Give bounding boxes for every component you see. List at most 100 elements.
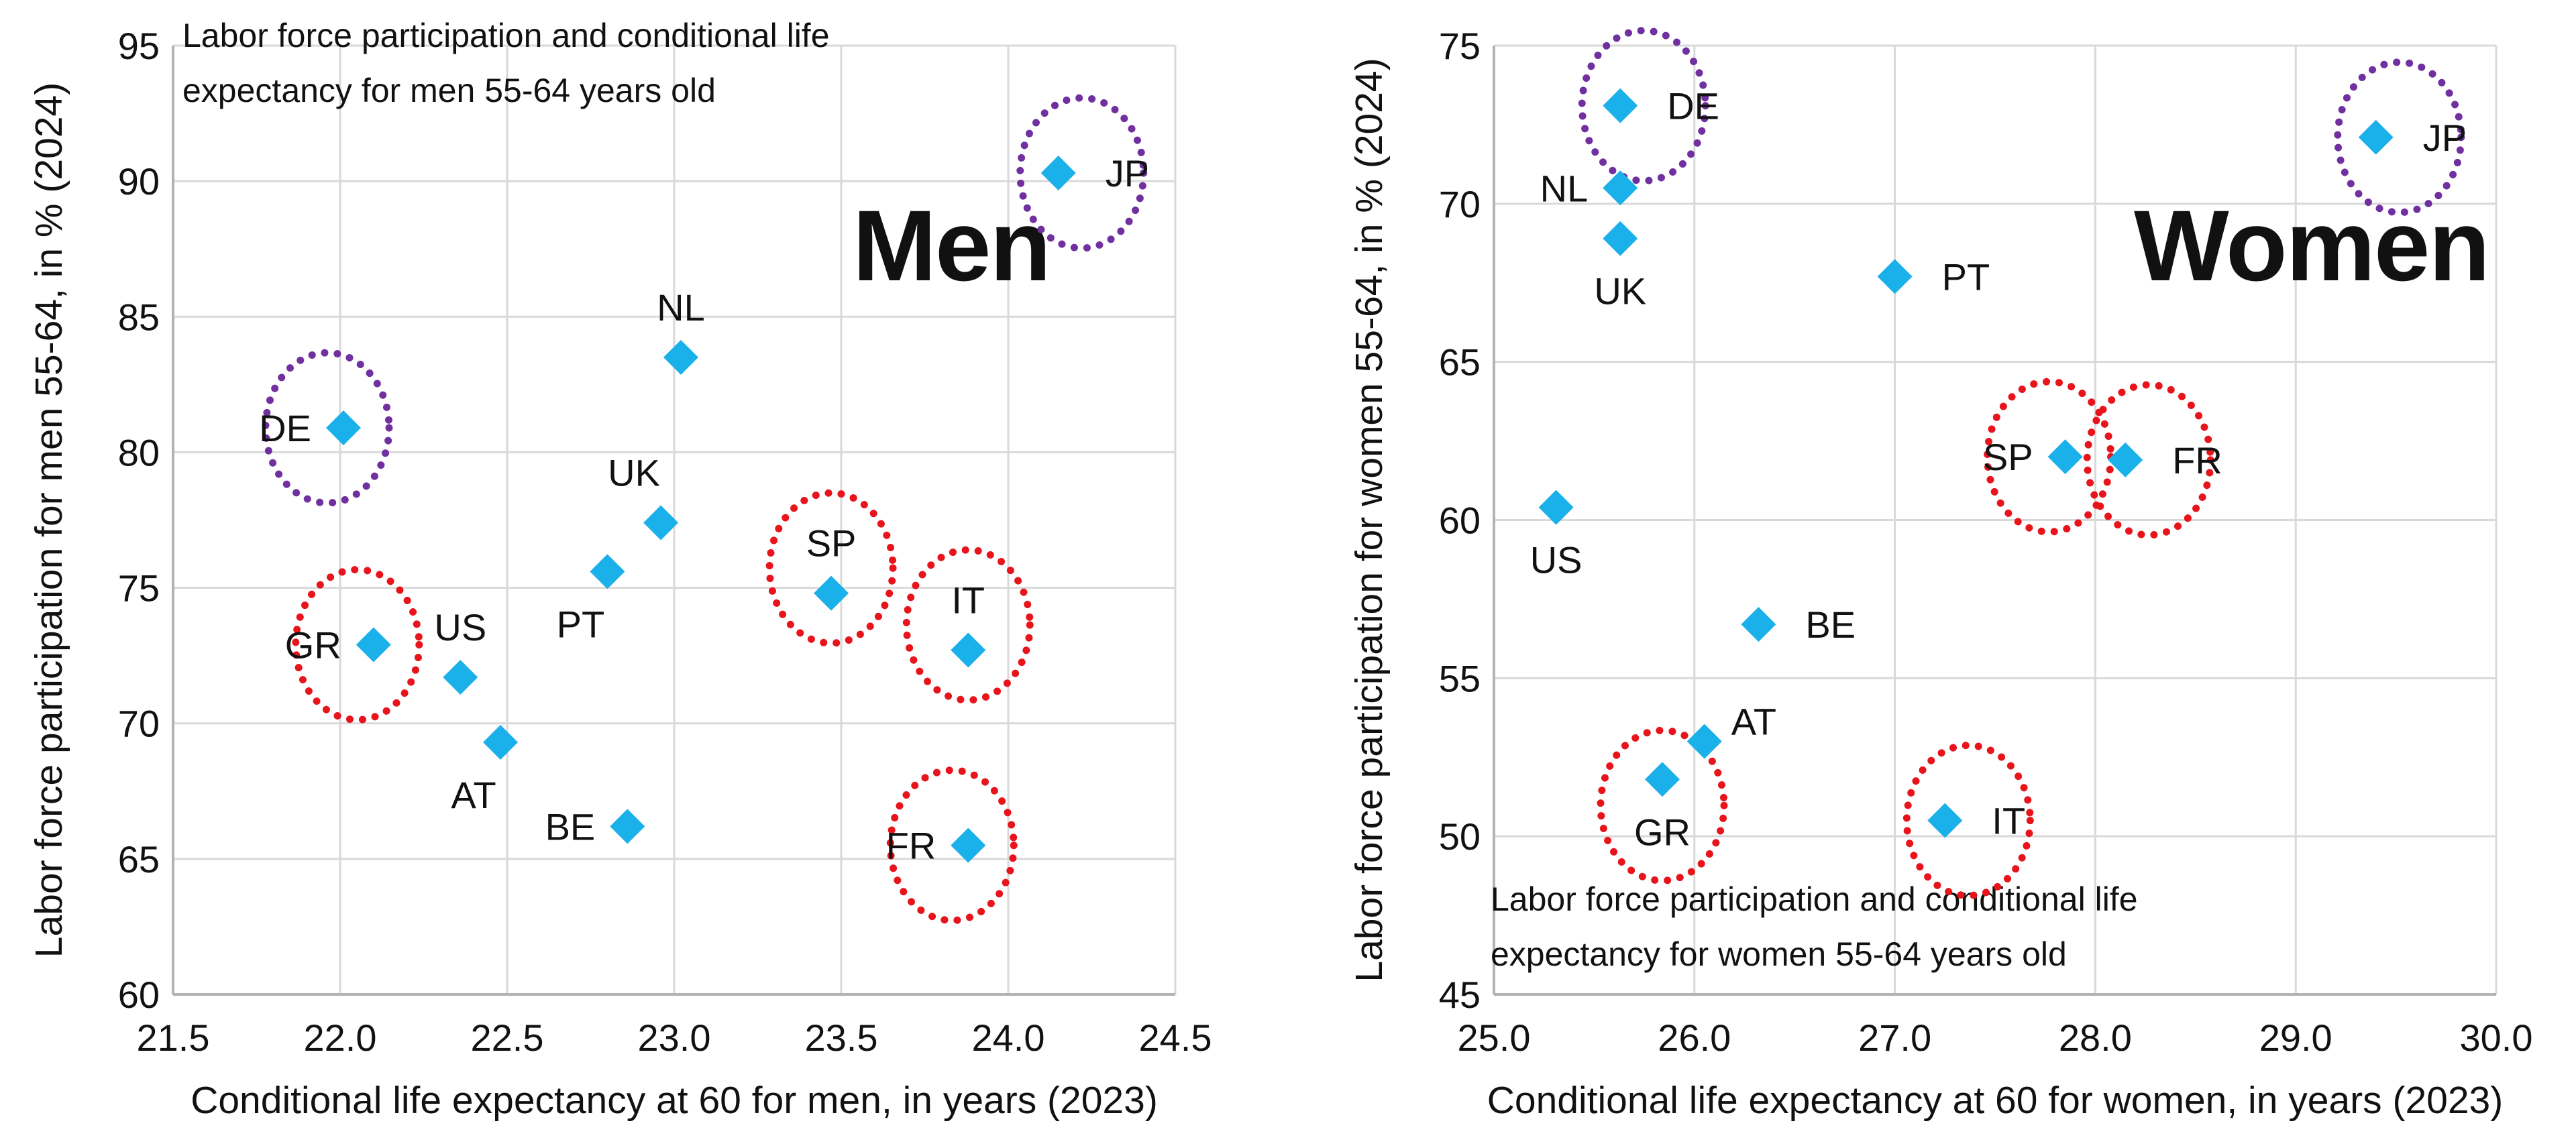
data-label-sp: SP	[1983, 436, 2033, 478]
data-point-gr	[1644, 762, 1680, 797]
data-point-de	[325, 410, 361, 446]
x-tick-label: 29.0	[2259, 1017, 2332, 1059]
data-label-de: DE	[1667, 85, 1719, 127]
data-point-sp	[814, 575, 849, 611]
y-tick-label: 60	[1439, 500, 1481, 542]
y-tick-label: 75	[118, 567, 160, 610]
y-tick-label: 70	[1439, 183, 1481, 225]
data-point-be	[1741, 607, 1776, 642]
data-label-pt: PT	[1942, 255, 1990, 298]
data-point-it	[951, 632, 986, 668]
panel-big-label: Men	[853, 189, 1050, 302]
data-point-de	[1603, 88, 1638, 123]
y-tick-label: 45	[1439, 974, 1481, 1016]
chart-title-line: expectancy for men 55-64 years old	[182, 72, 716, 109]
data-point-it	[1927, 803, 1963, 838]
x-axis-title: Conditional life expectancy at 60 for me…	[191, 1079, 1158, 1122]
highlight-circle-red-gr	[1597, 726, 1728, 884]
y-tick-label: 55	[1439, 657, 1481, 699]
highlight-circle-purple-de	[1578, 27, 1709, 185]
data-point-uk	[1603, 221, 1638, 256]
y-tick-label: 70	[118, 703, 160, 745]
data-point-nl	[663, 339, 698, 375]
highlight-circle-purple-jp	[2334, 58, 2465, 217]
y-axis-title: Labor force participation for women 55-6…	[1348, 58, 1391, 982]
data-label-gr: GR	[285, 624, 341, 666]
data-point-sp	[2047, 439, 2083, 475]
data-point-jp	[2358, 119, 2394, 155]
data-label-fr: FR	[886, 825, 936, 867]
y-tick-label: 75	[1439, 25, 1481, 67]
x-tick-label: 22.5	[471, 1017, 544, 1059]
x-tick-label: 28.0	[2059, 1017, 2132, 1059]
x-tick-label: 24.0	[972, 1017, 1045, 1059]
y-tick-label: 50	[1439, 815, 1481, 858]
data-point-pt	[1877, 259, 1913, 294]
x-tick-label: 25.0	[1458, 1017, 1531, 1059]
highlight-circle-red-it	[1902, 742, 2034, 900]
highlight-circle-red-sp	[1984, 378, 2115, 536]
chart-title-line: expectancy for women 55-64 years old	[1491, 935, 2067, 973]
data-point-fr	[951, 827, 986, 863]
data-point-us	[443, 659, 478, 695]
y-tick-label: 85	[118, 296, 160, 338]
highlight-circle-purple-de	[262, 349, 393, 507]
data-label-uk: UK	[1594, 270, 1646, 312]
x-tick-label: 23.0	[638, 1017, 711, 1059]
data-label-sp: SP	[806, 522, 857, 565]
data-label-fr: FR	[2172, 439, 2222, 481]
x-axis-title: Conditional life expectancy at 60 for wo…	[1487, 1079, 2503, 1122]
women-chart-panel: 25.0 26.0 27.0 28.0 29.0 30.0 45 50 55 60 65 70 75 Co…	[1348, 25, 2533, 1122]
data-point-fr	[2108, 442, 2143, 477]
y-axis-title: Labor force participation for men 55-64,…	[28, 82, 70, 958]
data-label-us: US	[434, 606, 486, 648]
data-label-at: AT	[1731, 701, 1776, 743]
data-point-jp	[1040, 156, 1076, 191]
data-label-be: BE	[545, 805, 596, 848]
data-label-us: US	[1530, 539, 1582, 581]
highlight-circle-red-it	[902, 546, 1034, 704]
y-tick-label: 65	[1439, 341, 1481, 384]
chart-title-line: Labor force participation and conditiona…	[1491, 880, 2138, 918]
highlight-circle-red-gr	[292, 565, 423, 724]
data-label-jp: JP	[2423, 117, 2467, 159]
data-label-nl: NL	[657, 286, 705, 329]
highlight-circle-red-fr	[2083, 381, 2214, 539]
data-label-at: AT	[451, 774, 496, 816]
y-tick-label: 60	[118, 974, 160, 1016]
x-tick-label: 30.0	[2460, 1017, 2533, 1059]
y-tick-label: 95	[118, 25, 160, 67]
data-label-pt: PT	[557, 603, 605, 645]
data-point-uk	[643, 505, 679, 540]
x-tick-label: 26.0	[1658, 1017, 1731, 1059]
y-tick-label: 80	[118, 431, 160, 473]
chart-title-line: Labor force participation and conditiona…	[182, 17, 830, 54]
highlight-circle-purple-jp	[1016, 94, 1148, 252]
x-tick-label: 24.5	[1139, 1017, 1212, 1059]
x-tick-label: 27.0	[1858, 1017, 1931, 1059]
y-tick-label: 90	[118, 160, 160, 203]
data-label-it: IT	[951, 579, 985, 622]
data-label-gr: GR	[1634, 811, 1690, 853]
men-chart-panel: 21.5 22.0 22.5 23.0 23.5 24.0 24.5 60 65 70 75 80 85…	[28, 17, 1212, 1122]
x-tick-label: 21.5	[137, 1017, 210, 1059]
x-tick-label: 23.5	[805, 1017, 878, 1059]
data-point-gr	[356, 627, 391, 663]
highlight-circle-red-sp	[765, 489, 897, 647]
y-tick-label: 65	[118, 838, 160, 880]
data-point-at	[1686, 724, 1722, 759]
data-point-us	[1538, 490, 1574, 525]
highlight-circle-red-fr	[886, 766, 1018, 925]
data-label-de: DE	[259, 407, 311, 449]
data-point-be	[610, 809, 645, 844]
data-point-at	[483, 725, 519, 760]
data-point-pt	[590, 554, 625, 589]
data-label-uk: UK	[608, 452, 660, 494]
panel-big-label: Women	[2134, 189, 2489, 302]
data-label-nl: NL	[1540, 167, 1589, 209]
data-label-it: IT	[1992, 800, 2025, 842]
data-label-be: BE	[1805, 604, 1856, 646]
data-label-jp: JP	[1106, 152, 1149, 194]
data-point-nl	[1603, 170, 1638, 206]
